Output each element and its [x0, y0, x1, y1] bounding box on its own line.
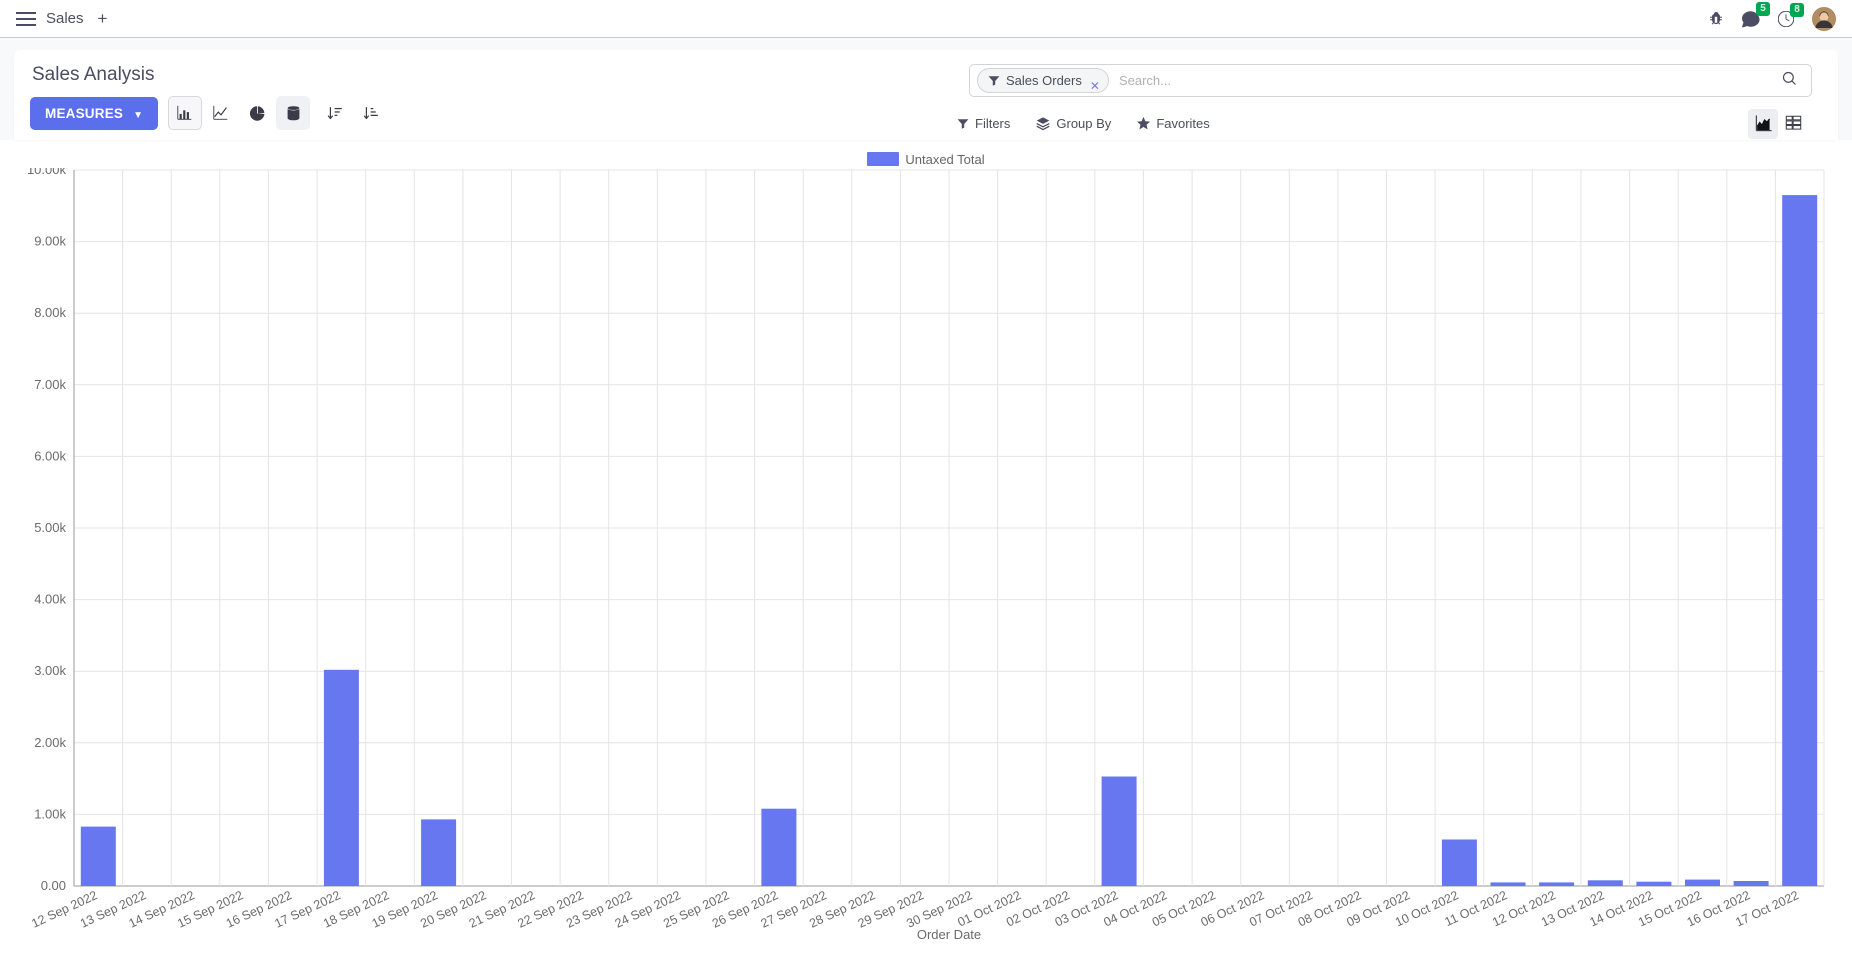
svg-text:9.00k: 9.00k	[34, 234, 66, 249]
svg-text:7.00k: 7.00k	[34, 377, 66, 392]
svg-text:0.00: 0.00	[41, 878, 66, 893]
svg-text:4.00k: 4.00k	[34, 592, 66, 607]
svg-text:5.00k: 5.00k	[34, 520, 66, 535]
svg-text:2.00k: 2.00k	[34, 735, 66, 750]
svg-text:3.00k: 3.00k	[34, 663, 66, 678]
svg-text:10.00k: 10.00k	[27, 168, 67, 177]
svg-text:Order Date: Order Date	[917, 927, 981, 942]
svg-text:6.00k: 6.00k	[34, 448, 66, 463]
svg-text:1.00k: 1.00k	[34, 806, 66, 821]
svg-text:8.00k: 8.00k	[34, 305, 66, 320]
